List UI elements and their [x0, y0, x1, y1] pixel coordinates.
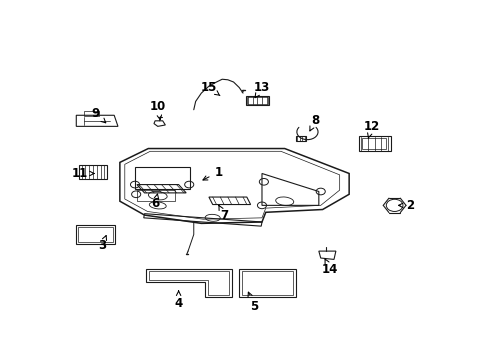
Text: 3: 3: [98, 235, 106, 252]
Text: 5: 5: [247, 292, 258, 313]
Text: 8: 8: [309, 114, 319, 131]
Text: 10: 10: [149, 100, 165, 120]
Text: 7: 7: [219, 206, 228, 221]
Text: 11: 11: [71, 167, 94, 180]
Text: 2: 2: [398, 199, 413, 212]
Text: 12: 12: [363, 120, 379, 138]
Text: 1: 1: [203, 166, 222, 180]
Text: 9: 9: [92, 107, 105, 123]
Text: 4: 4: [174, 291, 183, 310]
Circle shape: [386, 199, 402, 211]
Text: 15: 15: [201, 81, 220, 96]
Text: 6: 6: [151, 194, 159, 211]
Text: 14: 14: [322, 259, 338, 276]
Text: 13: 13: [253, 81, 269, 98]
